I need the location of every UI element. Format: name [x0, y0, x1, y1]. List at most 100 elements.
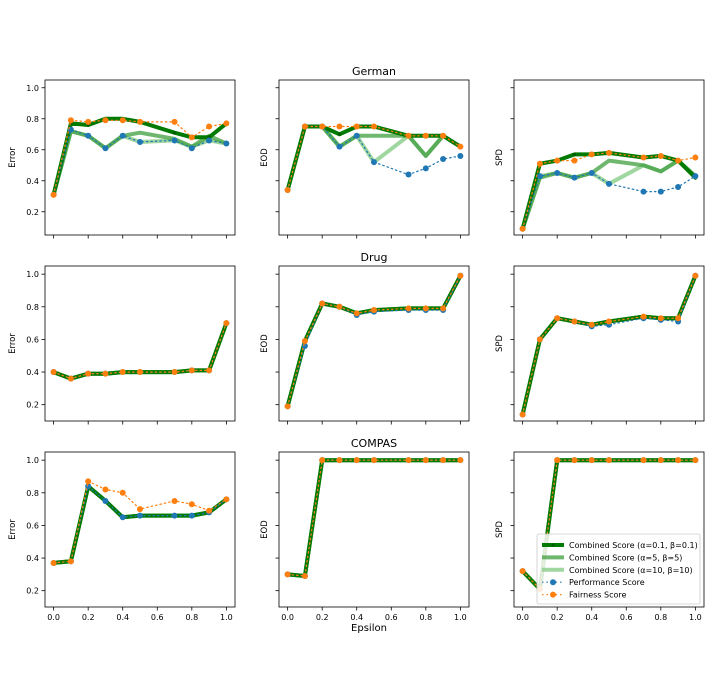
series-point — [457, 272, 464, 279]
y-tick-label: 1.0 — [26, 84, 39, 93]
series-point — [371, 307, 377, 314]
series-point — [137, 506, 143, 513]
series-point — [519, 568, 526, 575]
series-point — [171, 118, 178, 125]
plot-area — [284, 272, 464, 410]
legend-entry: Performance Score — [542, 578, 645, 587]
subplot-german-error: 0.2 0.4 0.6 0.8 1.0 Error — [8, 79, 236, 239]
series-point — [675, 183, 682, 190]
series-point — [457, 152, 464, 159]
series-point — [440, 132, 447, 139]
series-point — [353, 310, 360, 317]
series-point — [692, 272, 699, 279]
y-axis-label: Error — [8, 519, 18, 540]
series-point — [50, 191, 57, 198]
series-point — [301, 338, 308, 345]
series-point — [572, 152, 577, 156]
y-tick-label: 0.8 — [26, 303, 39, 312]
legend-marker — [551, 543, 555, 547]
series-point — [319, 457, 326, 464]
series-point — [223, 320, 230, 327]
series-point — [67, 558, 74, 565]
y-tick-label: 0.6 — [26, 146, 39, 155]
axes-frame — [44, 265, 236, 422]
x-tick-label: 0.0 — [516, 613, 529, 622]
series-point — [440, 457, 447, 464]
series-point — [188, 134, 195, 141]
subplot-compas-spd: 0.0 0.2 0.4 0.6 0.8 1.0 SPD — [495, 451, 705, 622]
series-line — [287, 275, 461, 407]
series-point — [284, 571, 291, 578]
series-point — [536, 336, 543, 343]
series-point — [223, 496, 230, 503]
series-point — [319, 300, 326, 307]
series-line — [520, 158, 698, 231]
series-point — [284, 403, 291, 410]
series-point — [102, 497, 109, 504]
series-point — [119, 489, 126, 496]
series-point — [67, 117, 74, 124]
series-line — [287, 125, 461, 191]
series-point — [102, 145, 109, 152]
series-point — [675, 315, 682, 322]
x-tick-label: 1.0 — [220, 613, 233, 622]
series-point — [119, 369, 126, 376]
plot-area — [50, 478, 230, 566]
y-tick-label: 0.2 — [26, 401, 39, 410]
x-tick-label: 0.6 — [620, 613, 633, 622]
x-tick-label: 0.6 — [151, 613, 164, 622]
row-title-drug: Drug — [361, 251, 388, 264]
y-tick-label: 0.4 — [26, 554, 39, 563]
legend-frame — [536, 533, 701, 605]
series-line — [521, 459, 697, 590]
plot-area — [519, 457, 699, 593]
series-point — [640, 313, 647, 320]
series-point — [85, 478, 92, 485]
x-tick-label: 0.8 — [654, 613, 667, 622]
series-point — [371, 123, 377, 130]
series-point — [606, 149, 612, 156]
series-point — [337, 132, 342, 136]
x-tick-label: 0.8 — [419, 613, 432, 622]
series-point — [588, 170, 595, 176]
series-point — [336, 303, 343, 310]
y-tick-label: 0.4 — [26, 177, 39, 186]
series-line — [52, 322, 227, 380]
series-line — [52, 129, 227, 196]
series-point — [137, 139, 143, 145]
series-point — [588, 151, 595, 158]
series-point — [554, 157, 561, 164]
x-tick-label: 1.0 — [689, 613, 702, 622]
axes-frame — [278, 79, 470, 236]
y-tick-label: 0.4 — [26, 368, 39, 377]
series-point — [353, 123, 360, 130]
series-point — [422, 132, 429, 139]
series-point — [137, 369, 143, 376]
series-line — [287, 459, 461, 577]
series-point — [172, 131, 177, 135]
series-point — [319, 123, 326, 130]
y-tick-label: 0.8 — [26, 115, 39, 124]
series-point — [119, 117, 126, 124]
series-line — [52, 480, 227, 564]
legend-label: Combined Score (α=10, β=10) — [569, 566, 693, 575]
series-point — [675, 157, 682, 164]
series-point — [588, 321, 595, 328]
series-point — [336, 123, 343, 130]
legend-label: Performance Score — [569, 578, 645, 587]
series-point — [119, 514, 126, 521]
x-tick-label: 0.2 — [551, 613, 564, 622]
legend: Combined Score (α=0.1, β=0.1) Combined Sc… — [536, 533, 701, 605]
series-point — [422, 305, 429, 312]
plot-area — [284, 457, 464, 579]
series-point — [206, 507, 213, 514]
subplot-compas-eod: COMPAS 0.0 0.2 0.4 0.6 0.8 1.0 EOD — [260, 437, 470, 622]
series-point — [223, 120, 230, 127]
series-point — [188, 501, 195, 508]
series-point — [657, 152, 664, 159]
y-tick-label: 1.0 — [26, 456, 39, 465]
plot-area — [519, 149, 699, 232]
series-point — [336, 143, 343, 150]
y-axis-label: SPD — [495, 521, 505, 539]
